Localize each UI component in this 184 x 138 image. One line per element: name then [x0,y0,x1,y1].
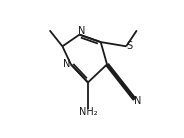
Text: N: N [134,96,141,106]
Text: N: N [63,59,71,69]
Text: S: S [127,41,133,51]
Text: NH₂: NH₂ [79,107,97,117]
Text: N: N [78,26,85,36]
